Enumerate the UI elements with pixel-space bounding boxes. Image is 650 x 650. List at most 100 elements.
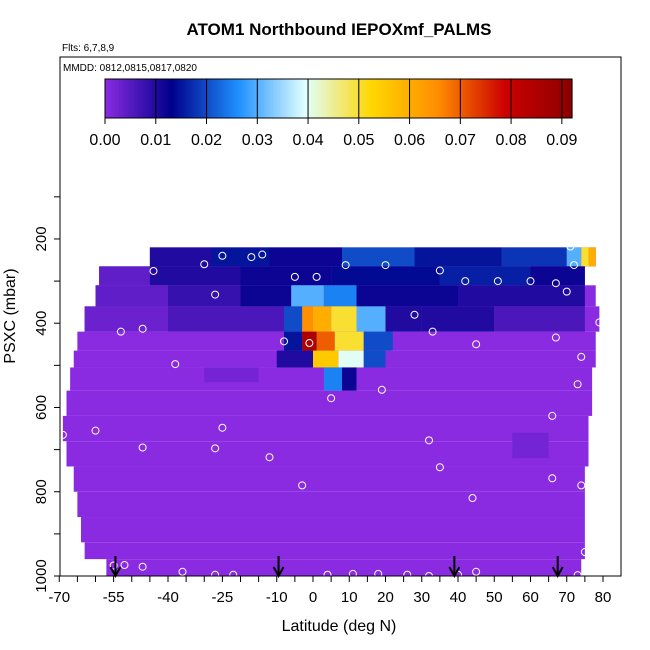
colorbar-segment — [420, 79, 424, 118]
colorbar-segment — [193, 79, 197, 118]
colorbar-segment — [550, 79, 554, 118]
y-tick-label: 800 — [33, 479, 50, 504]
colorbar-segment — [170, 79, 174, 118]
colorbar-segment — [256, 79, 260, 118]
heatmap-cell — [512, 432, 549, 459]
dates-label: MMDD: 0812,0815,0817,0820 — [63, 63, 197, 74]
sample-point — [577, 352, 586, 361]
coverage-row — [77, 491, 585, 518]
colorbar-segment — [371, 79, 375, 118]
x-tick-label: 50 — [486, 589, 503, 606]
flights-label: Flts: 6,7,8,9 — [62, 43, 115, 54]
heatmap-cell — [421, 306, 495, 332]
colorbar-segment — [364, 79, 368, 118]
colorbar-segment — [434, 79, 438, 118]
sample-point — [109, 561, 118, 570]
sample-point — [178, 567, 187, 576]
heatmap-cell — [302, 306, 313, 332]
colorbar-segment — [324, 79, 328, 118]
sample-point — [580, 547, 589, 556]
heatmap-cell — [501, 247, 567, 267]
colorbar-segment — [492, 79, 496, 118]
colorbar-segment — [149, 79, 153, 118]
heatmap-cell — [211, 247, 270, 267]
heatmap-cell — [316, 331, 335, 351]
colorbar-tick-label: 0.02 — [191, 132, 222, 149]
x-tick-label: -40 — [157, 589, 179, 606]
colorbar-segment — [368, 79, 372, 118]
sample-point — [120, 561, 129, 570]
sample-point — [298, 481, 307, 490]
sample-point — [551, 279, 560, 288]
colorbar-segment — [214, 79, 218, 118]
colorbar-segment — [242, 79, 246, 118]
x-tick-label: 40 — [450, 589, 467, 606]
colorbar-segment — [259, 79, 263, 118]
colorbar-segment — [401, 79, 405, 118]
sample-point — [247, 253, 256, 262]
colorbar-segment — [520, 79, 524, 118]
colorbar-segment — [438, 79, 442, 118]
colorbar-segment — [429, 79, 433, 118]
y-tick-label: 600 — [33, 395, 50, 420]
colorbar-segment — [457, 79, 461, 118]
colorbar-segment — [553, 79, 557, 118]
colorbar-tick-label: 0.05 — [343, 132, 374, 149]
colorbar-segment — [109, 79, 113, 118]
colorbar-segment — [112, 79, 115, 118]
sample-point — [312, 272, 321, 281]
colorbar-segment — [315, 79, 319, 118]
x-axis: -70 -55 -40 -25 -10 0 10 20 30 40 50 60 70 80 — [48, 576, 611, 606]
heatmap-cell — [356, 285, 458, 307]
sample-point — [461, 277, 470, 286]
colorbar-segment — [380, 79, 384, 118]
sample-point — [290, 272, 299, 281]
sample-point — [562, 287, 571, 296]
heatmap-cell — [276, 350, 313, 368]
colorbar: 0.00 0.01 0.02 0.03 0.04 0.05 0.06 0.07 0.08 0.09 — [89, 78, 578, 149]
sample-point — [138, 443, 147, 452]
colorbar-segment — [137, 79, 141, 118]
colorbar-segment — [119, 79, 122, 118]
x-tick-label: -55 — [103, 589, 125, 606]
sample-point — [211, 444, 220, 453]
coverage-row — [84, 542, 585, 560]
x-tick-label: 70 — [558, 589, 575, 606]
colorbar-segment — [123, 79, 127, 118]
x-tick-label: 20 — [377, 589, 394, 606]
sample-point — [171, 360, 180, 369]
sample-points — [58, 242, 604, 580]
coverage-row — [62, 415, 589, 442]
heatmap-cell — [356, 306, 386, 332]
sample-point — [573, 571, 582, 580]
colorbar-segment — [298, 79, 302, 118]
colorbar-segment — [543, 79, 547, 118]
x-axis-label: Latitude (deg N) — [282, 618, 397, 635]
colorbar-segment — [224, 79, 228, 118]
colorbar-segment — [483, 79, 487, 118]
sample-point — [595, 318, 604, 327]
colorbar-segment — [266, 79, 270, 118]
sample-point — [435, 463, 444, 472]
colorbar-segment — [310, 79, 314, 118]
sample-point — [526, 277, 535, 286]
x-tick-label: -70 — [48, 589, 70, 606]
heatmap-cell — [530, 266, 585, 286]
colorbar-segment — [394, 79, 398, 118]
colorbar-segment — [473, 79, 477, 118]
colorbar-segment — [494, 79, 498, 118]
colorbar-segment — [462, 79, 466, 118]
colorbar-segment — [508, 79, 512, 118]
colorbar-segment — [308, 79, 312, 118]
colorbar-segment — [455, 79, 459, 118]
colorbar-segment — [569, 79, 573, 118]
sample-point — [138, 562, 147, 571]
colorbar-segment — [336, 79, 340, 118]
colorbar-segment — [555, 79, 559, 118]
colorbar-segment — [249, 79, 253, 118]
colorbar-segment — [107, 79, 111, 118]
sample-point — [305, 339, 314, 348]
colorbar-segment — [212, 79, 216, 118]
sample-point — [265, 453, 274, 462]
